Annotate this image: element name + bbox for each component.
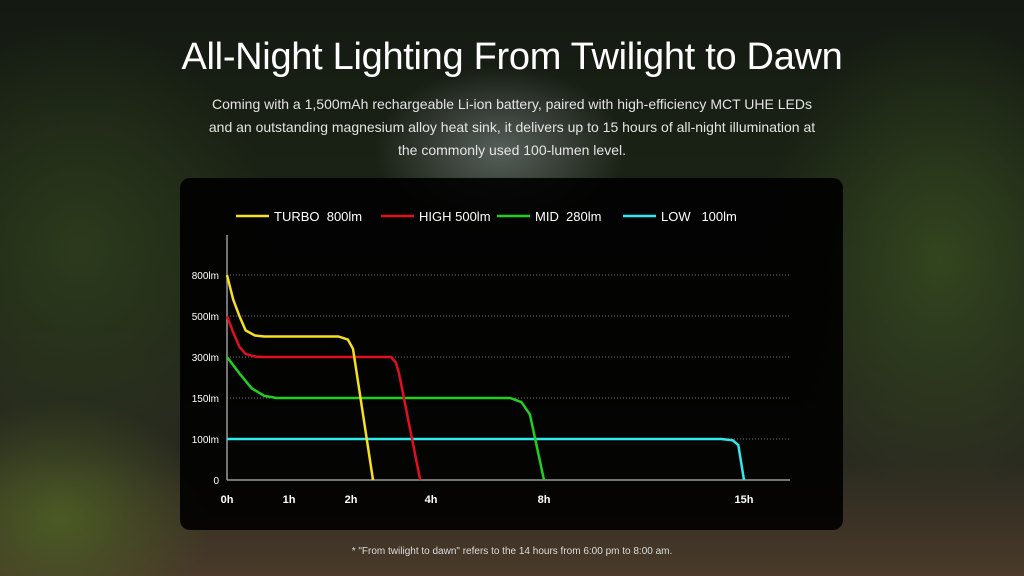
chart-panel: 0 100lm 150lm 300lm 500lm 800lm 0h 1h 2h 4h 8h 15h T… — [180, 178, 843, 530]
description: Coming with a 1,500mAh rechargeable Li-i… — [208, 96, 816, 158]
runtime-chart: 0 100lm 150lm 300lm 500lm 800lm 0h 1h 2h 4h 8h 15h T… — [192, 209, 790, 506]
legend-label: HIGH 500lm — [419, 209, 491, 224]
x-tick-label: 15h — [735, 494, 754, 506]
x-tick-label: 2h — [345, 494, 358, 506]
legend-label: LOW 100lm — [661, 209, 737, 224]
series-line-turbo — [225, 274, 375, 481]
y-tick-label: 800lm — [192, 271, 219, 282]
y-tick-label: 0 — [213, 476, 219, 487]
page-title: All-Night Lighting From Twilight to Dawn — [181, 36, 843, 78]
y-tick-label: 150lm — [192, 394, 219, 405]
y-tick-label: 500lm — [192, 312, 219, 323]
y-tick-label: 300lm — [192, 353, 219, 364]
x-tick-label: 4h — [425, 494, 438, 506]
series-line-high — [225, 315, 422, 481]
legend-label: MID 280lm — [535, 209, 601, 224]
series-line-low — [227, 437, 746, 481]
y-tick-label: 100lm — [192, 435, 219, 446]
legend-label: TURBO 800lm — [274, 209, 362, 224]
x-tick-label: 1h — [283, 494, 296, 506]
series-line-mid — [226, 356, 546, 481]
x-tick-label: 0h — [221, 494, 234, 506]
x-tick-label: 8h — [538, 494, 551, 506]
footnote: * "From twilight to dawn" refers to the … — [351, 546, 673, 557]
